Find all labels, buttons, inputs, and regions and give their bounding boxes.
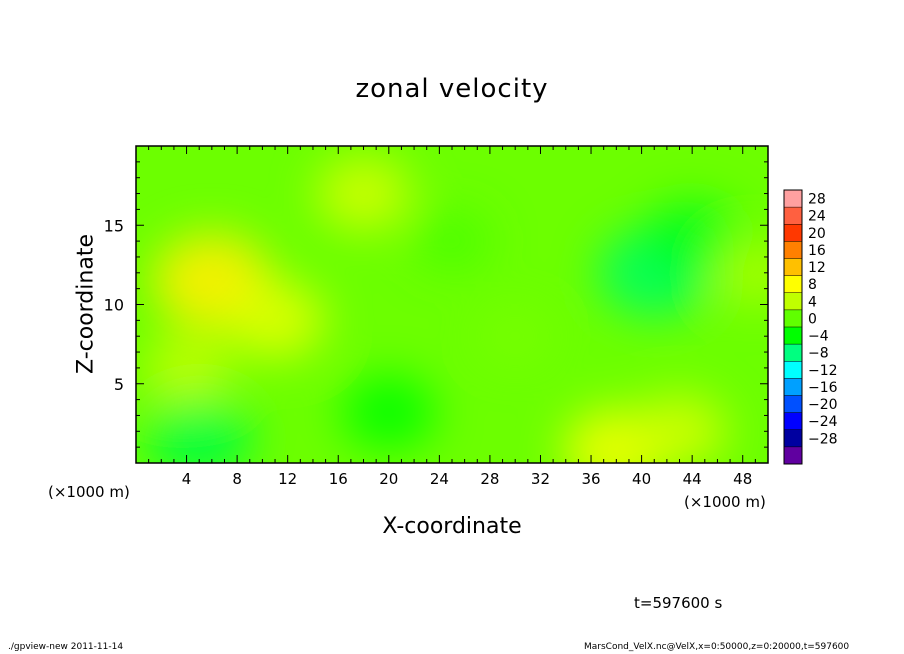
x-tick-label: 48	[733, 470, 752, 488]
colorbar-swatch	[784, 395, 802, 414]
colorbar-label: 28	[808, 192, 826, 208]
field-feature-7	[341, 375, 437, 450]
field-feature-11	[413, 211, 491, 271]
field-feature-2	[316, 156, 412, 231]
colorbar-label: 12	[808, 260, 826, 276]
chart-title: zonal velocity	[355, 74, 549, 104]
y-tick-label: 15	[104, 216, 124, 235]
colorbar-swatch	[784, 327, 802, 345]
footer-right: MarsCond_VelX.nc@VelX,x=0:50000,z=0:2000…	[584, 642, 850, 652]
field-feature-6	[145, 396, 253, 463]
x-tick-label: 36	[581, 470, 600, 488]
colorbar-label: 20	[808, 226, 826, 242]
colorbar-label: −8	[808, 346, 829, 362]
x-tick-label: 32	[531, 470, 550, 488]
colorbar-label: 16	[808, 243, 826, 259]
colorbar-label: 8	[808, 277, 817, 293]
colorbar-label: −16	[808, 380, 838, 396]
colorbar-label: 0	[808, 311, 817, 327]
x-tick-label: 44	[683, 470, 702, 488]
colorbar-swatch	[784, 361, 802, 379]
colorbar-swatch	[784, 429, 802, 448]
colorbar-swatch	[784, 207, 802, 225]
colorbar-label: −24	[808, 414, 838, 430]
colorbar-swatch	[784, 446, 802, 465]
colorbar-label: 4	[808, 294, 817, 310]
x-tick-label: 28	[480, 470, 499, 488]
colorbar-swatch	[784, 344, 802, 362]
colorbar-swatch	[784, 412, 802, 431]
x-unit-label-left: (×1000 m)	[48, 483, 130, 501]
field-feature-3	[142, 333, 232, 403]
x-unit-label-right: (×1000 m)	[684, 493, 766, 511]
colorbar-label: 24	[808, 209, 826, 225]
field-feature-1	[224, 280, 326, 361]
colorbar-swatch	[784, 190, 802, 208]
y-tick-label: 10	[104, 296, 124, 315]
colorbar-swatch	[784, 258, 802, 277]
colorbar-label: −20	[808, 397, 838, 413]
colorbar-swatch	[784, 275, 802, 294]
colorbar-swatch	[784, 309, 802, 328]
colorbar-swatch	[784, 378, 802, 396]
time-label: t=597600 s	[634, 594, 723, 612]
colorbar-label: −12	[808, 363, 838, 379]
x-tick-label: 8	[232, 470, 242, 488]
data-field	[142, 156, 768, 463]
colorbar-swatch	[784, 292, 802, 311]
x-axis-label: X-coordinate	[382, 514, 522, 539]
plot-area	[136, 146, 768, 463]
x-tick-label: 24	[430, 470, 449, 488]
field-feature-12	[713, 240, 768, 306]
colorbar-label: −4	[808, 329, 829, 345]
footer-left: ./gpview-new 2011-11-14	[8, 642, 124, 652]
x-tick-label: 20	[379, 470, 398, 488]
x-tick-label: 12	[278, 470, 297, 488]
colorbar-swatch	[784, 241, 802, 259]
x-tick-label: 16	[329, 470, 348, 488]
y-axis-label: Z-coordinate	[73, 234, 99, 374]
field-feature-9	[632, 394, 728, 463]
colorbar-label: −28	[808, 431, 838, 447]
field-feature-10	[479, 308, 551, 364]
y-tick-label: 5	[114, 375, 124, 394]
x-tick-label: 4	[182, 470, 192, 488]
x-tick-label: 40	[632, 470, 651, 488]
colorbar-swatch	[784, 224, 802, 242]
